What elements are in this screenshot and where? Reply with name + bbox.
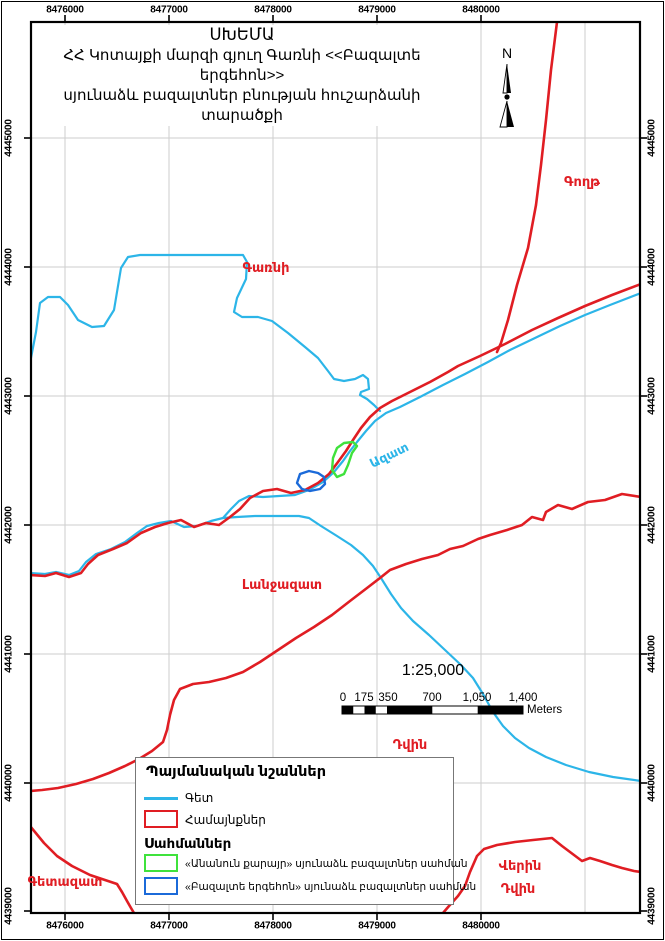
legend-organ-label: «Բազալտե երգեհոն» սյունաձև բազալտներ սահ…	[185, 881, 477, 893]
legend-communities-swatch	[144, 810, 178, 828]
scale-bar	[341, 705, 524, 715]
map-title-line2: ՀՀ Կոտայքի մարզի գյուղ Գառնի <<Բազալտե ե…	[63, 47, 421, 84]
place-label-garni: Գառնի	[242, 260, 290, 275]
legend-river-swatch	[144, 797, 178, 800]
legend-cave-swatch	[144, 854, 178, 872]
river-garni-branch	[31, 253, 382, 413]
place-label-lanjazat: Լանջազատ	[241, 577, 323, 592]
legend-communities-label: Համայնքներ	[185, 813, 266, 827]
place-label-goght: Գողթ	[564, 174, 600, 189]
grid-ticks	[24, 15, 647, 920]
grid-label-left: 4443000	[3, 377, 15, 415]
grid-lines	[31, 22, 640, 913]
grid-label-right: 4445000	[646, 119, 658, 157]
map-title-line4: տարածքի	[201, 107, 283, 124]
grid-label-left: 4445000	[3, 119, 15, 157]
grid-label-bottom: 8477000	[150, 920, 188, 932]
boundary-southwest	[31, 825, 136, 913]
boundary-central	[31, 492, 640, 793]
grid-label-left: 4441000	[3, 635, 15, 673]
legend-title: Պայմանական նշաններ	[146, 764, 327, 780]
legend-borders-heading: Սահմաններ	[144, 836, 232, 851]
river-azat-southeast	[221, 514, 640, 782]
scale-tick-label: 0	[339, 692, 347, 704]
boundary-southeast	[441, 836, 640, 913]
scale-tick-label: 1,050	[462, 692, 492, 704]
grid-label-right: 4440000	[646, 764, 658, 802]
scale-tick-label: 700	[422, 692, 442, 704]
map-frame	[29, 20, 642, 915]
legend-river-label: Գետ	[185, 791, 214, 805]
basalt-organ-polygon	[295, 469, 327, 493]
grid-label-top: 8480000	[462, 4, 500, 16]
map-title-line1: ՍԽԵՄԱ	[209, 26, 275, 44]
place-label-verin-dvin-line1: Վերին	[498, 858, 542, 873]
map-title-line3: սյունաձև բազալտներ բնության հուշարձանի	[63, 87, 421, 104]
scale-tick-label: 350	[378, 692, 398, 704]
legend-organ-swatch	[144, 877, 178, 895]
grid-label-bottom: 8476000	[46, 920, 84, 932]
place-label-getazat: Գետազատ	[27, 874, 103, 889]
grid-label-top: 8476000	[46, 4, 84, 16]
scale-ratio: 1:25,000	[401, 662, 465, 679]
grid-label-left: 4439000	[3, 887, 15, 925]
grid-label-bottom: 8479000	[358, 920, 396, 932]
scale-tick-label: 175	[354, 692, 374, 704]
place-label-dvin: Դվին	[392, 737, 428, 752]
grid-label-top: 8477000	[150, 4, 188, 16]
legend: Պայմանական նշաններ Գետ Համայնքներ Սահման…	[135, 757, 476, 905]
legend-cave-label: «Անանուն քարայր» սյունաձև բազալտներ սահմ…	[185, 858, 468, 870]
grid-label-top: 8478000	[254, 4, 292, 16]
grid-label-top: 8479000	[358, 4, 396, 16]
grid-label-bottom: 8480000	[462, 920, 500, 932]
scale-tick-label: 1,400	[508, 692, 538, 704]
community-boundaries	[31, 22, 640, 913]
place-label-verin-dvin-line2: Դվին	[500, 881, 536, 896]
boundary-top	[495, 22, 559, 354]
grid-label-bottom: 8478000	[254, 920, 292, 932]
grid-label-right: 4439000	[646, 887, 658, 925]
grid-label-left: 4442000	[3, 506, 15, 544]
grid-label-right: 4442000	[646, 506, 658, 544]
map-title: ՍԽԵՄԱ ՀՀ Կոտայքի մարզի գյուղ Գառնի <<Բազ…	[36, 25, 448, 126]
grid-label-right: 4443000	[646, 377, 658, 415]
north-arrow-label: N	[501, 45, 513, 61]
scale-unit-label: Meters	[527, 704, 563, 716]
anonymous-cave-polygon	[330, 440, 359, 479]
boundary-northeast	[31, 282, 640, 579]
grid-label-left: 4444000	[3, 248, 15, 286]
grid-label-right: 4444000	[646, 248, 658, 286]
grid-label-left: 4440000	[3, 764, 15, 802]
north-arrow-icon	[499, 63, 514, 128]
grid-label-right: 4441000	[646, 635, 658, 673]
